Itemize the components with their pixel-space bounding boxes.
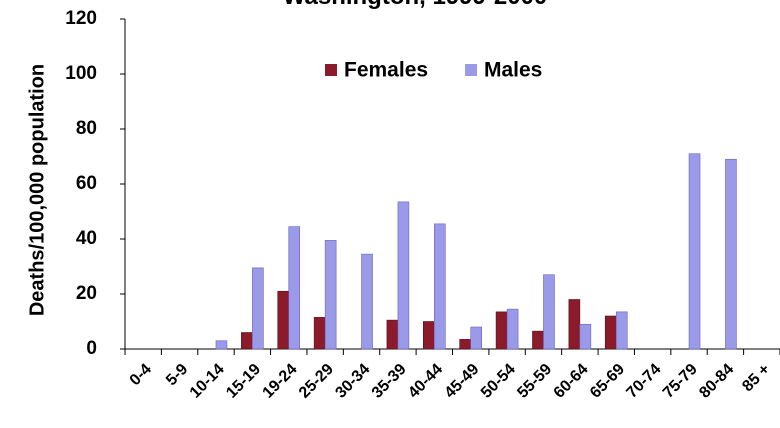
bar <box>506 308 519 350</box>
legend-label: Males <box>484 59 542 82</box>
bar <box>568 299 581 350</box>
x-tick-label: 10-14 <box>187 361 228 402</box>
x-tick-label: 5-9 <box>163 361 191 389</box>
x-tick-label: 45-49 <box>442 361 483 402</box>
x-tick-label: 65-69 <box>587 361 628 402</box>
bar <box>241 332 253 350</box>
y-tick-label: 0 <box>86 338 97 359</box>
bar <box>324 240 337 350</box>
x-tick-label: 0-4 <box>127 361 155 389</box>
bar <box>470 326 482 350</box>
x-tick-label: 30-34 <box>332 361 373 402</box>
x-tick-label: 40-44 <box>405 361 446 402</box>
legend-swatch <box>325 64 337 76</box>
bar <box>725 158 737 350</box>
legend-label: Females <box>344 59 428 82</box>
bar <box>615 311 628 350</box>
bar <box>532 330 544 350</box>
bar <box>313 317 326 350</box>
bar <box>386 319 399 350</box>
x-tick-label: 25-29 <box>296 361 337 402</box>
legend-swatch <box>465 64 477 76</box>
bar <box>434 223 446 350</box>
bar <box>459 339 471 350</box>
bar <box>543 274 555 350</box>
x-tick-label: 80-84 <box>696 361 737 402</box>
bar <box>495 311 508 350</box>
y-axis-label: Deaths/100,000 population <box>26 64 48 316</box>
bar <box>423 321 435 350</box>
x-tick-label: 70-74 <box>623 361 664 402</box>
y-tick-label: 60 <box>76 173 97 194</box>
bar <box>397 201 410 350</box>
x-tick-label: 55-59 <box>514 361 555 402</box>
bar <box>288 226 301 350</box>
bar <box>688 153 701 350</box>
y-tick-label: 40 <box>76 228 97 249</box>
y-tick-label: 80 <box>76 118 97 139</box>
y-tick-label: 100 <box>65 63 97 84</box>
bar <box>252 267 264 350</box>
chart-title: Washington, 1999-2000 <box>283 0 548 10</box>
x-tick-label: 85 + <box>739 361 773 395</box>
bar <box>215 340 228 350</box>
x-tick-label: 19-24 <box>260 361 301 402</box>
bar <box>277 290 290 350</box>
x-tick-label: 15-19 <box>223 361 264 402</box>
y-tick-label: 120 <box>65 8 97 29</box>
bar <box>579 323 592 350</box>
x-tick-label: 35-39 <box>369 361 410 402</box>
x-tick-label: 75-79 <box>660 361 701 402</box>
bar <box>604 315 617 350</box>
x-tick-label: 60-64 <box>551 361 592 402</box>
bar <box>361 253 373 350</box>
x-tick-label: 50-54 <box>478 361 519 402</box>
y-tick-label: 20 <box>76 283 97 304</box>
